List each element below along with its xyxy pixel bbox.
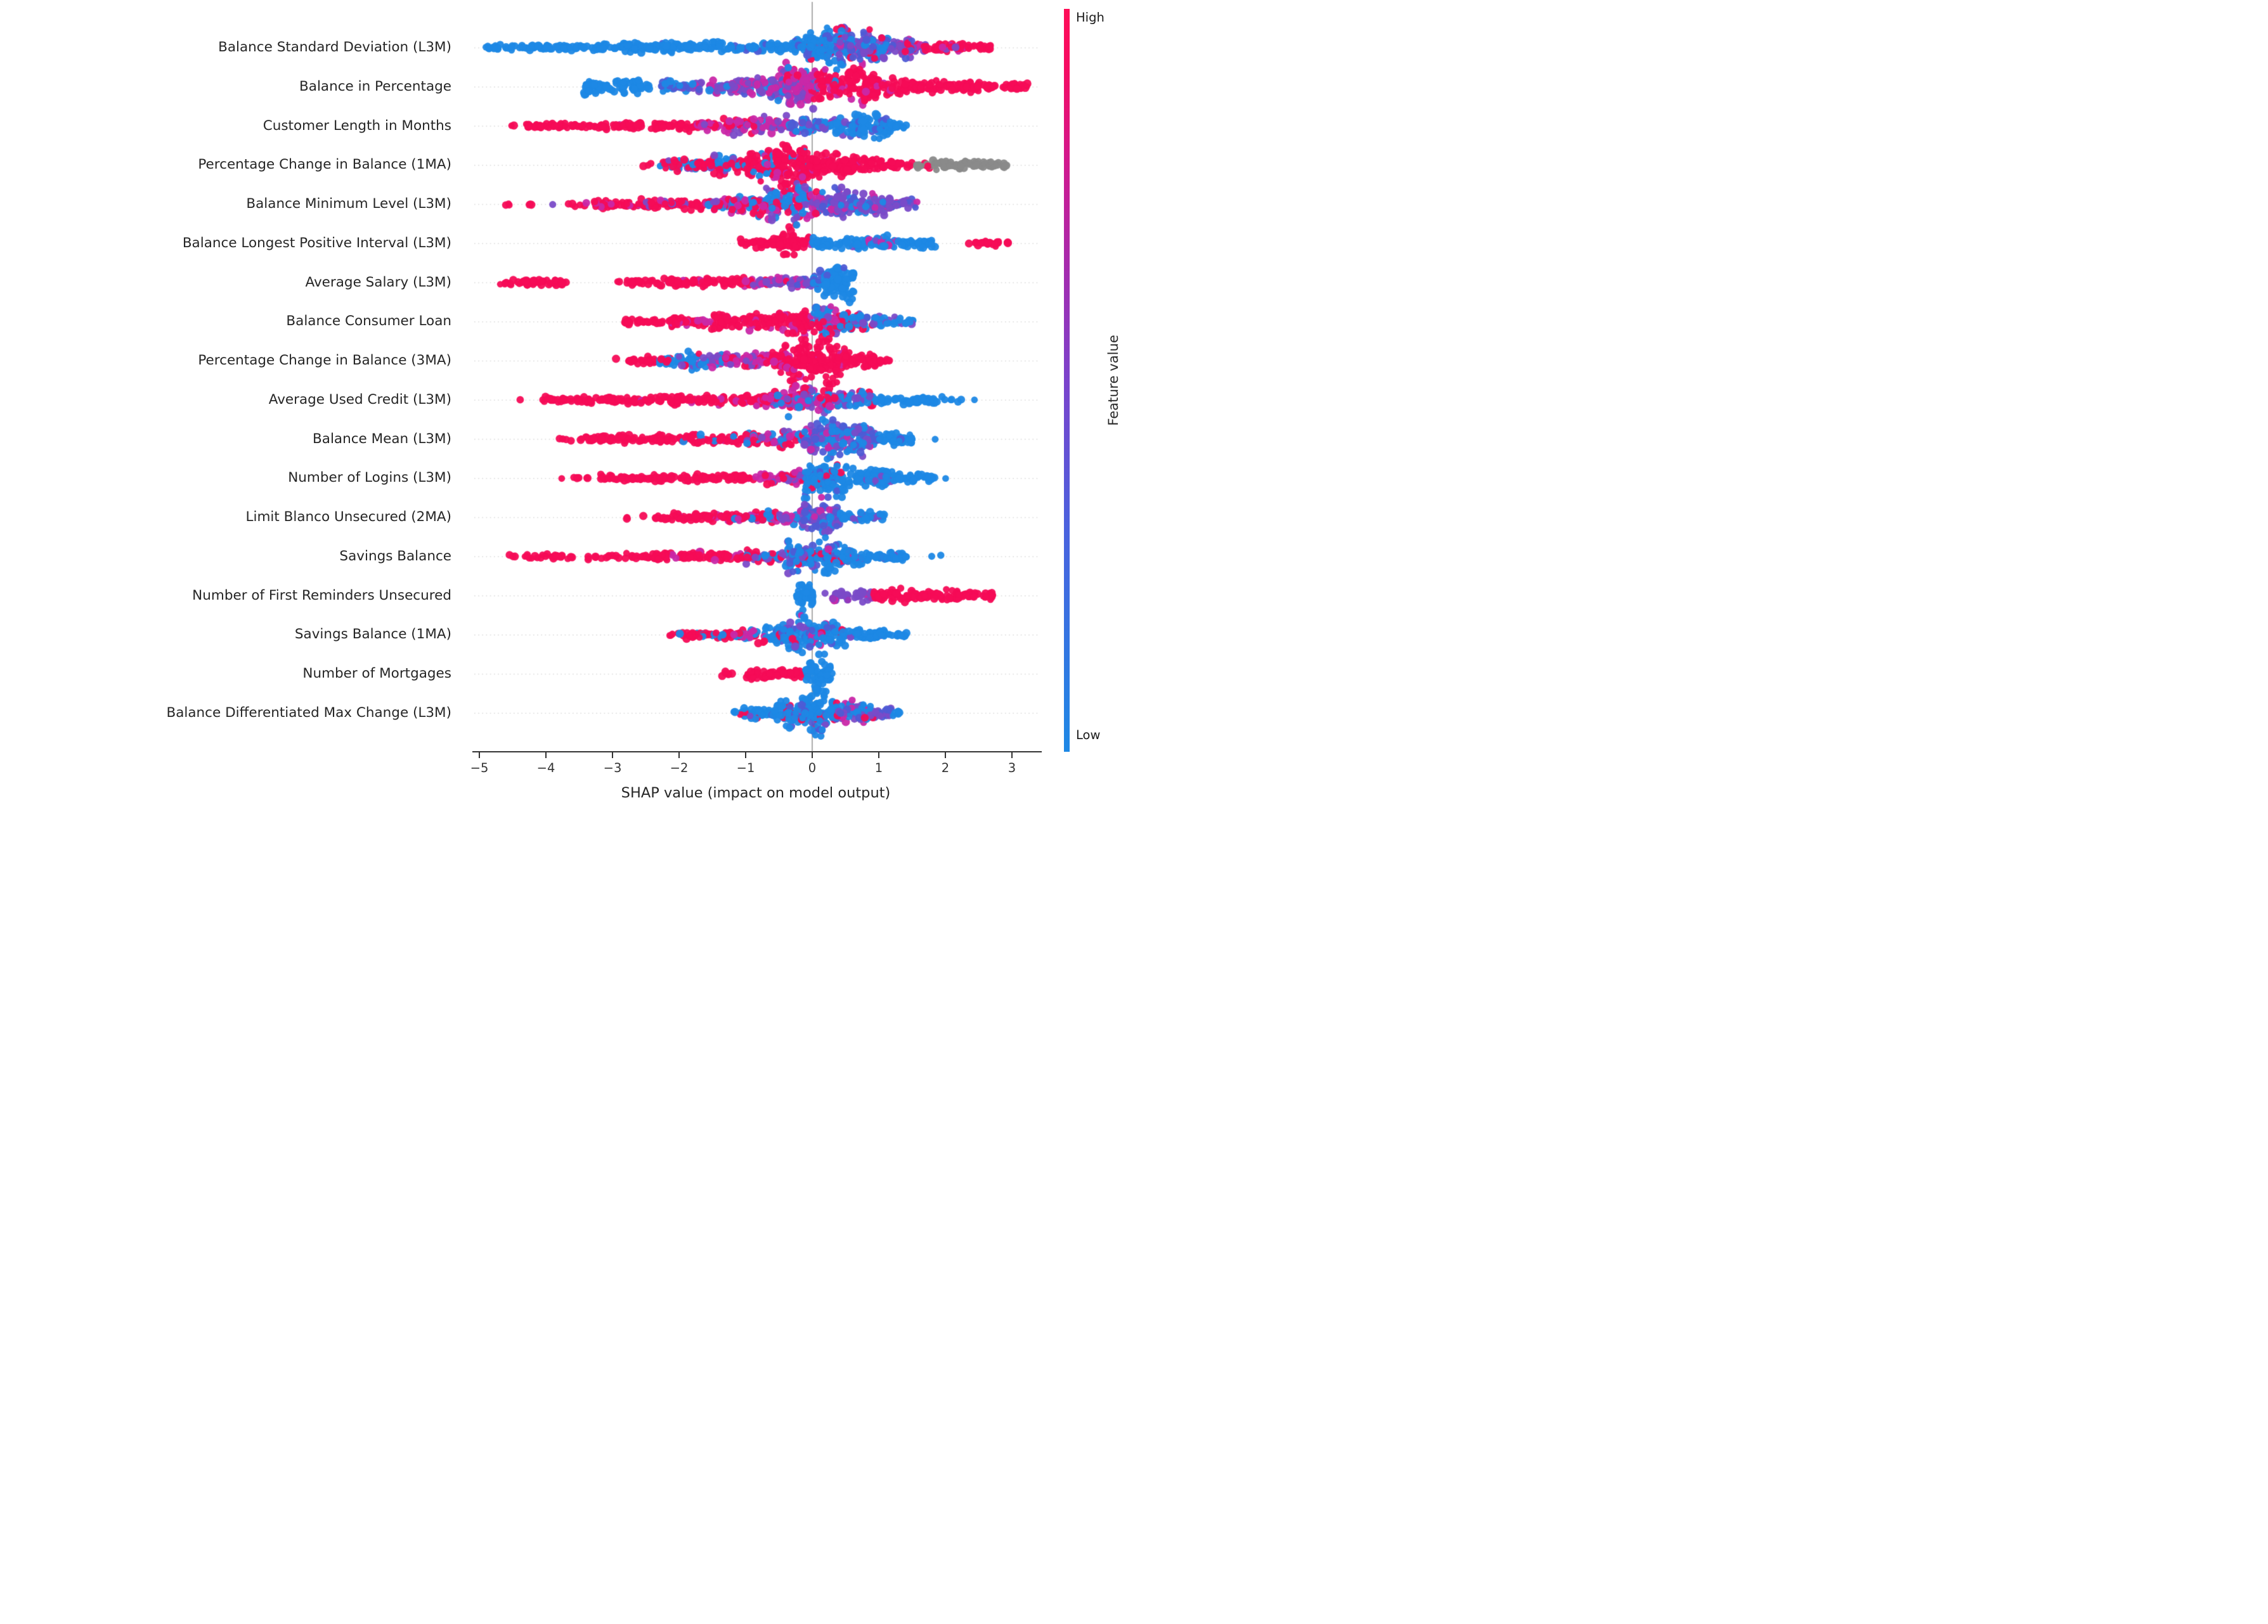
- feature-label: Balance Differentiated Max Change (L3M): [166, 704, 451, 721]
- x-tick-label: −3: [603, 761, 622, 775]
- feature-label: Limit Blanco Unsecured (2MA): [245, 509, 452, 525]
- x-tick-label: 3: [1008, 761, 1016, 775]
- x-axis-line: [472, 751, 1042, 752]
- x-tick-mark: [479, 752, 480, 758]
- feature-label: Savings Balance (1MA): [294, 626, 451, 643]
- feature-label: Balance Mean (L3M): [313, 430, 451, 447]
- feature-label: Balance Longest Positive Interval (L3M): [182, 235, 451, 251]
- x-tick-label: 2: [941, 761, 950, 775]
- feature-label: Customer Length in Months: [262, 117, 451, 134]
- x-tick-mark: [678, 752, 680, 758]
- x-tick-label: −5: [470, 761, 489, 775]
- x-axis-title: SHAP value (impact on model output): [621, 785, 891, 801]
- feature-label: Percentage Change in Balance (1MA): [198, 157, 451, 173]
- x-tick-mark: [945, 752, 946, 758]
- feature-label: Average Used Credit (L3M): [268, 391, 451, 408]
- x-tick-label: 0: [808, 761, 817, 775]
- x-tick-label: −4: [536, 761, 555, 775]
- x-tick-mark: [1011, 752, 1013, 758]
- x-tick-mark: [878, 752, 879, 758]
- feature-label: Number of Logins (L3M): [288, 470, 451, 486]
- beeswarm-canvas: [0, 0, 1134, 812]
- colorbar-gradient: [1064, 9, 1070, 752]
- x-tick-label: −1: [736, 761, 755, 775]
- feature-label: Percentage Change in Balance (3MA): [198, 352, 451, 368]
- feature-label: Number of First Reminders Unsecured: [192, 587, 451, 603]
- x-tick-mark: [745, 752, 746, 758]
- shap-beeswarm-figure: Balance Standard Deviation (L3M) Balance …: [0, 0, 1134, 812]
- x-tick-mark: [612, 752, 613, 758]
- colorbar-high-label: High: [1076, 10, 1105, 25]
- feature-label: Balance Standard Deviation (L3M): [218, 39, 451, 55]
- feature-label: Balance Consumer Loan: [286, 313, 451, 330]
- feature-label: Balance in Percentage: [299, 78, 451, 94]
- feature-label: Number of Mortgages: [302, 666, 451, 681]
- x-tick-label: 1: [874, 761, 883, 775]
- x-tick-mark: [812, 752, 813, 758]
- colorbar-low-label: Low: [1076, 728, 1101, 742]
- colorbar-title: Feature value: [1106, 335, 1121, 426]
- feature-label: Balance Minimum Level (L3M): [246, 196, 451, 212]
- x-tick-mark: [545, 752, 547, 758]
- x-tick-label: −2: [670, 761, 689, 775]
- feature-label: Average Salary (L3M): [305, 274, 451, 290]
- feature-label: Savings Balance: [339, 548, 451, 564]
